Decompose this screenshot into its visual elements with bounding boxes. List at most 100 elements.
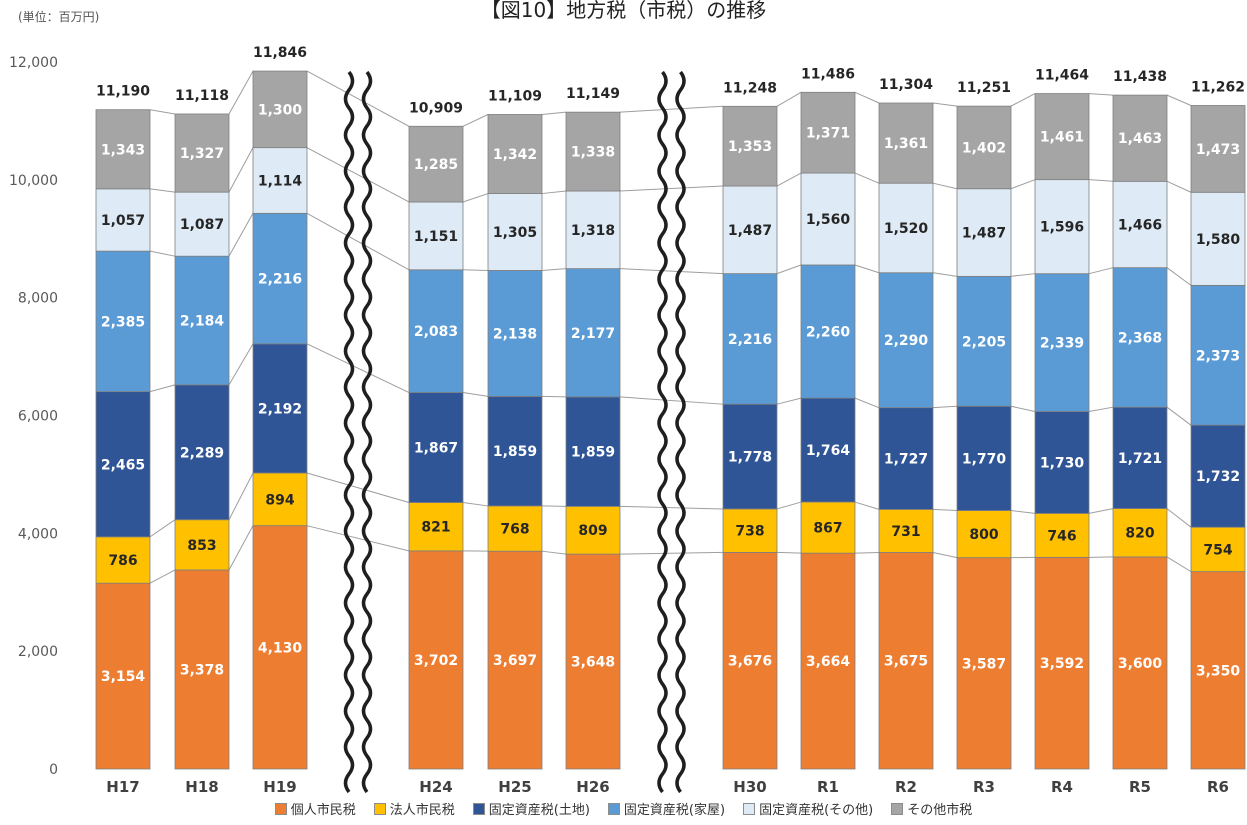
bar-segment — [722, 185, 778, 275]
legend-label: 法人市民税 — [389, 803, 455, 818]
data-label: 1,560 — [806, 212, 851, 228]
y-tick-label: 2,000 — [18, 644, 58, 660]
data-label: 820 — [1125, 526, 1154, 542]
bar-segment — [1190, 526, 1246, 573]
series-connector-line — [306, 70, 410, 127]
data-label: 2,216 — [258, 272, 302, 288]
bar-segment — [722, 508, 778, 553]
data-label: 2,465 — [101, 457, 145, 473]
series-connector-line — [619, 551, 724, 555]
data-label: 1,473 — [1196, 142, 1240, 158]
chart-title: 【図10】地方税（市税）の推移 — [480, 0, 767, 22]
y-tick-label: 8,000 — [18, 291, 58, 307]
series-connector-line — [228, 147, 254, 193]
unit-note: (単位：百万円) — [18, 10, 100, 24]
series-connector-line — [1010, 510, 1036, 514]
total-label: 11,118 — [175, 88, 229, 104]
series-connector-line — [619, 268, 724, 275]
data-label: 3,697 — [493, 653, 537, 669]
legend-item: 固定資産税(家屋) — [607, 799, 725, 818]
data-label: 2,289 — [180, 445, 224, 461]
series-connector-line — [1166, 94, 1192, 106]
y-tick-label: 4,000 — [18, 526, 58, 542]
bar-segment — [174, 519, 230, 571]
bar-segment — [408, 269, 464, 393]
series-connector-line — [776, 264, 802, 275]
data-label: 867 — [813, 521, 842, 537]
total-label: 11,304 — [879, 77, 933, 93]
series-connector-line — [462, 392, 489, 397]
series-connector-line — [1166, 406, 1192, 426]
data-label: 786 — [108, 553, 137, 569]
bar-segment — [956, 275, 1012, 407]
data-label: 3,587 — [962, 656, 1006, 672]
series-connector-line — [149, 569, 176, 584]
series-connector-line — [149, 109, 176, 115]
bar-segment — [878, 102, 934, 184]
data-label: 2,368 — [1118, 330, 1162, 346]
series-connector-line — [1166, 508, 1192, 528]
bar-segment — [408, 502, 464, 552]
series-connector-line — [932, 405, 958, 409]
series-connector-line — [541, 111, 567, 115]
bar-segment — [800, 501, 856, 554]
series-connector-line — [619, 185, 724, 192]
series-connector-line — [776, 551, 802, 554]
series-connector-line — [1166, 180, 1192, 193]
data-label: 1,371 — [806, 126, 850, 142]
data-label: 1,487 — [962, 226, 1006, 242]
data-label: 2,373 — [1196, 348, 1240, 364]
data-label: 1,764 — [806, 443, 851, 459]
series-connector-line — [932, 508, 958, 512]
data-label: 1,727 — [884, 452, 928, 468]
series-connector-line — [541, 190, 567, 195]
data-label: 853 — [187, 538, 216, 554]
series-connector-line — [854, 551, 880, 554]
data-label: 754 — [1203, 542, 1232, 558]
bar-segment — [722, 105, 778, 187]
bar-segment — [1112, 94, 1168, 182]
legend-swatch — [274, 802, 287, 815]
bar-segment — [722, 552, 778, 770]
series-connector-line — [1088, 267, 1114, 275]
data-label: 821 — [421, 520, 450, 536]
series-connector-line — [1166, 267, 1192, 286]
data-label: 2,138 — [493, 326, 537, 342]
legend-item: 個人市民税 — [274, 799, 356, 818]
data-label: 1,087 — [180, 217, 224, 233]
bar-segment — [800, 172, 856, 266]
series-connector-line — [1088, 93, 1114, 96]
x-tick-label: R2 — [895, 778, 917, 796]
x-tick-label: R1 — [817, 778, 839, 796]
data-label: 800 — [969, 527, 998, 543]
data-label: 738 — [735, 524, 764, 540]
data-label: 1,305 — [493, 225, 537, 241]
data-label: 1,338 — [571, 145, 615, 161]
bar-segment — [956, 188, 1012, 277]
bar-segment — [1190, 284, 1246, 426]
series-connector-line — [306, 525, 410, 552]
series-connector-line — [228, 472, 254, 520]
bar-segment — [252, 472, 308, 527]
y-tick-label: 0 — [49, 762, 58, 778]
axis-break-mark — [361, 70, 373, 794]
data-label: 2,205 — [962, 334, 1006, 350]
series-connector-line — [541, 268, 567, 271]
bar-segment — [1112, 180, 1168, 269]
data-label: 1,466 — [1118, 217, 1162, 233]
series-connector-line — [306, 212, 410, 271]
data-label: 1,151 — [414, 229, 458, 245]
bar-segment — [408, 201, 464, 271]
data-label: 1,732 — [1196, 469, 1240, 485]
series-connector-line — [462, 193, 489, 203]
bar-segment — [565, 111, 621, 192]
y-tick-label: 6,000 — [18, 409, 58, 425]
x-tick-label: H26 — [576, 778, 609, 796]
legend-label: 個人市民税 — [290, 803, 356, 818]
bar-segment — [252, 343, 308, 474]
bar-segment — [956, 405, 1012, 511]
bar-segment — [95, 536, 151, 584]
data-label: 1,361 — [884, 136, 928, 152]
data-label: 1,461 — [1040, 130, 1084, 146]
